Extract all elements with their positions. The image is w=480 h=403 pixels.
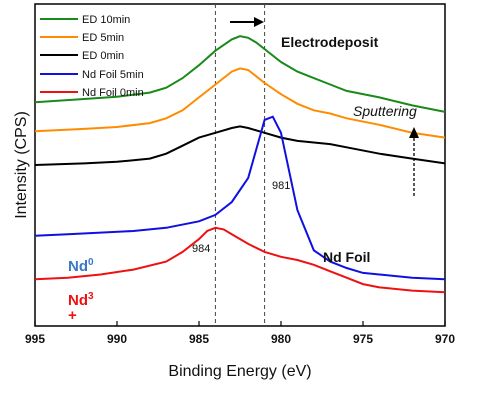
label-nd3: Nd3 xyxy=(68,291,94,309)
annotation-sputtering: Sputtering xyxy=(353,103,417,119)
series-line-ed-0min xyxy=(34,125,446,166)
series-layer xyxy=(34,35,446,294)
x-tick-label: 970 xyxy=(435,332,455,346)
shift-arrow xyxy=(230,17,264,27)
label-nd3-plus: + xyxy=(68,307,77,324)
x-tick-label: 980 xyxy=(271,332,291,346)
series-line-nd-foil-5min xyxy=(34,115,446,281)
x-axis-ticks: 995 990 985 980 975 970 xyxy=(25,321,455,346)
x-axis-title: Binding Energy (eV) xyxy=(168,363,311,380)
x-tick-label: 990 xyxy=(107,332,127,346)
legend-label-nd-foil-0min: Nd Foil 0min xyxy=(82,87,144,99)
x-tick-label: 975 xyxy=(353,332,373,346)
annotation-nd-foil: Nd Foil xyxy=(323,249,370,265)
x-tick-label: 995 xyxy=(25,332,45,346)
y-axis-title: Intensity (CPS) xyxy=(13,111,30,219)
legend: ED 10min ED 5min ED 0min Nd Foil 5min Nd… xyxy=(40,14,144,99)
x-tick-label: 985 xyxy=(189,332,209,346)
peak-label-984: 984 xyxy=(192,243,210,255)
series-line-nd-foil-0min xyxy=(34,226,446,294)
legend-label-nd-foil-5min: Nd Foil 5min xyxy=(82,69,144,81)
series-line-ed-10min xyxy=(34,35,446,113)
annotation-electrodeposit: Electrodeposit xyxy=(281,34,379,50)
legend-label-ed-0min: ED 0min xyxy=(82,50,124,62)
sputtering-arrow xyxy=(409,127,419,196)
legend-label-ed-10min: ED 10min xyxy=(82,14,130,26)
peak-label-981: 981 xyxy=(272,180,290,192)
legend-label-ed-5min: ED 5min xyxy=(82,32,124,44)
series-line-ed-5min xyxy=(34,67,446,139)
label-nd0: Nd0 xyxy=(68,257,94,275)
